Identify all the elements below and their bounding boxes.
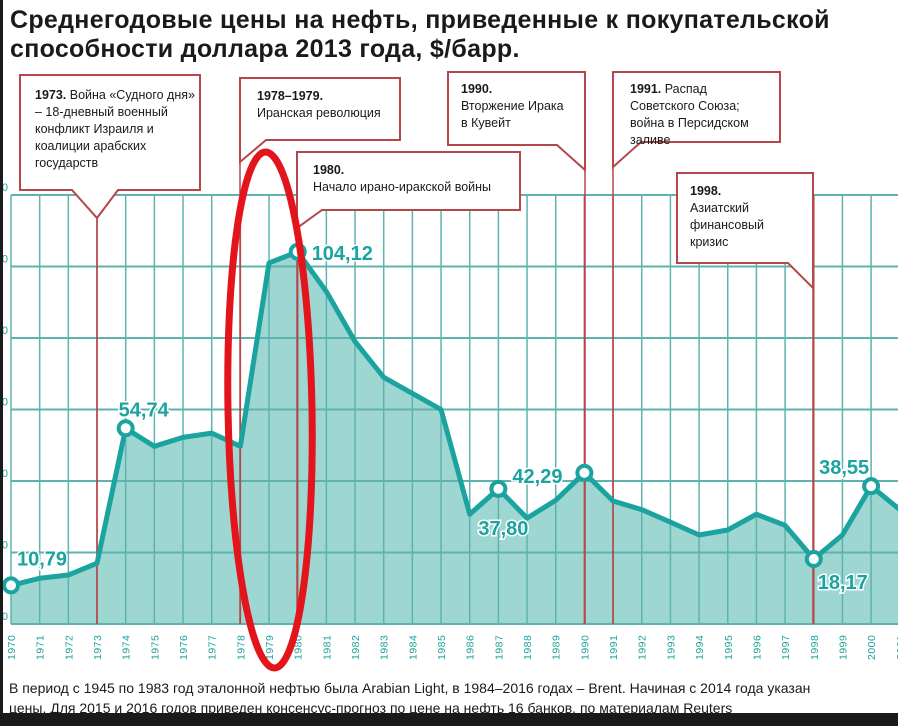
- x-tick-label: 2001: [895, 635, 898, 660]
- y-tick-label: 20: [0, 540, 8, 552]
- callout-box-1991: [612, 71, 781, 170]
- x-tick-label: 1979: [264, 635, 276, 660]
- x-tick-label: 2000: [866, 635, 878, 660]
- callout-box-1998: [676, 172, 814, 291]
- annotation-year: 1991.: [630, 82, 662, 96]
- x-tick-label: 1998: [809, 635, 821, 660]
- annotation-year: 1980.: [313, 163, 345, 177]
- annotation-year: 1998.: [690, 184, 722, 198]
- y-tick-label: 100: [0, 254, 8, 266]
- bottom-border: [0, 713, 898, 726]
- data-label: 54,74: [119, 399, 170, 421]
- data-label: 38,55: [819, 457, 869, 479]
- x-tick-label: 1989: [551, 635, 563, 660]
- series-line: [10, 249, 898, 588]
- footnote: В период с 1945 по 1983 год эталонной не…: [9, 678, 810, 718]
- x-tick-label: 1981: [321, 635, 333, 660]
- data-label: 104,12: [312, 243, 373, 265]
- x-tick-label: 1972: [63, 635, 75, 660]
- y-tick-label: 60: [0, 397, 8, 409]
- annotation-1973: 1973. Война «Судного дня» – 18-дневный в…: [35, 87, 200, 172]
- annotation-text: Начало ирано-иракской войны: [313, 180, 492, 194]
- x-tick-label: 1985: [436, 635, 448, 660]
- x-tick-label: 1975: [149, 635, 161, 660]
- callout-box-1980: [296, 151, 521, 230]
- x-tick-label: 1988: [522, 635, 534, 660]
- title-line-1: Среднегодовые цены на нефть, приведенные…: [10, 6, 830, 34]
- y-tick-label: 80: [0, 325, 8, 337]
- x-tick-label: 1994: [694, 635, 706, 660]
- data-point-marker: [862, 477, 881, 496]
- x-tick-label: 1977: [207, 635, 219, 660]
- annotation-text: Азиатский финансовый кризис: [690, 201, 764, 249]
- callout-box-1978: [239, 77, 401, 165]
- annotation-year: 1973.: [35, 88, 67, 102]
- title-line-2: способности доллара 2013 года, $/барр.: [10, 35, 520, 63]
- x-tick-label: 1991: [608, 635, 620, 660]
- x-tick-label: 1993: [665, 635, 677, 660]
- left-border: [0, 0, 3, 726]
- x-tick-label: 1974: [121, 635, 133, 660]
- x-tick-label: 1995: [723, 635, 735, 660]
- annotation-1980: 1980. Начало ирано-иракской войны: [313, 162, 518, 196]
- data-point-marker: [804, 550, 823, 569]
- annotation-1998: 1998. Азиатский финансовый кризис: [690, 183, 790, 251]
- x-tick-label: 1971: [35, 635, 47, 660]
- x-tick-label: 1997: [780, 635, 792, 660]
- data-point-marker: [489, 479, 508, 498]
- x-tick-label: 1978: [235, 635, 247, 660]
- x-tick-label: 1986: [465, 635, 477, 660]
- annotation-text: Распад Советского Союза; война в Персидс…: [630, 82, 749, 147]
- annotation-year: 1978–1979.: [257, 89, 324, 103]
- x-tick-label: 1987: [493, 635, 505, 660]
- x-tick-label: 1984: [407, 635, 419, 660]
- callout-box-1973: [19, 74, 201, 220]
- x-tick-label: 1973: [92, 635, 104, 660]
- highlight-ellipse: [224, 148, 316, 672]
- y-tick-label: 120: [0, 182, 8, 194]
- data-label: 10,79: [17, 548, 67, 570]
- x-tick-label: 1983: [379, 635, 391, 660]
- data-point-marker: [575, 463, 594, 482]
- footnote-line-1: В период с 1945 по 1983 год эталонной не…: [9, 680, 811, 696]
- footnote-line-2: цены. Для 2015 и 2016 годов приведен кон…: [9, 700, 733, 716]
- annotation-1990: 1990. Вторжение Ирака в Кувейт: [461, 81, 571, 132]
- data-label: 37,80: [478, 518, 528, 540]
- chart-title: Среднегодовые цены на нефть, приведенные…: [10, 6, 898, 64]
- annotation-1991: 1991. Распад Советского Союза; война в П…: [630, 81, 765, 149]
- x-tick-label: 1992: [637, 635, 649, 660]
- annotation-1978-1979: 1978–1979. Иранская революция: [257, 88, 397, 122]
- x-tick-label: 1976: [178, 635, 190, 660]
- callout-box-1990: [447, 71, 586, 173]
- annotation-text: Вторжение Ирака в Кувейт: [461, 99, 564, 130]
- x-tick-label: 1996: [751, 635, 763, 660]
- x-tick-label: 1999: [837, 635, 849, 660]
- y-tick-label: 40: [0, 468, 8, 480]
- x-tick-label: 1970: [6, 635, 18, 660]
- data-point-marker: [2, 576, 20, 595]
- annotation-text: Иранская революция: [257, 106, 381, 120]
- annotation-year: 1990.: [461, 82, 493, 96]
- data-point-marker: [116, 419, 135, 438]
- annotation-text: Война «Судного дня» – 18-дневный военный…: [35, 88, 195, 170]
- data-label: 42,29: [512, 466, 562, 488]
- y-tick-label: 0: [2, 611, 8, 623]
- x-tick-label: 1990: [579, 635, 591, 660]
- x-tick-label: 1982: [350, 635, 362, 660]
- data-label: 18,17: [818, 572, 868, 594]
